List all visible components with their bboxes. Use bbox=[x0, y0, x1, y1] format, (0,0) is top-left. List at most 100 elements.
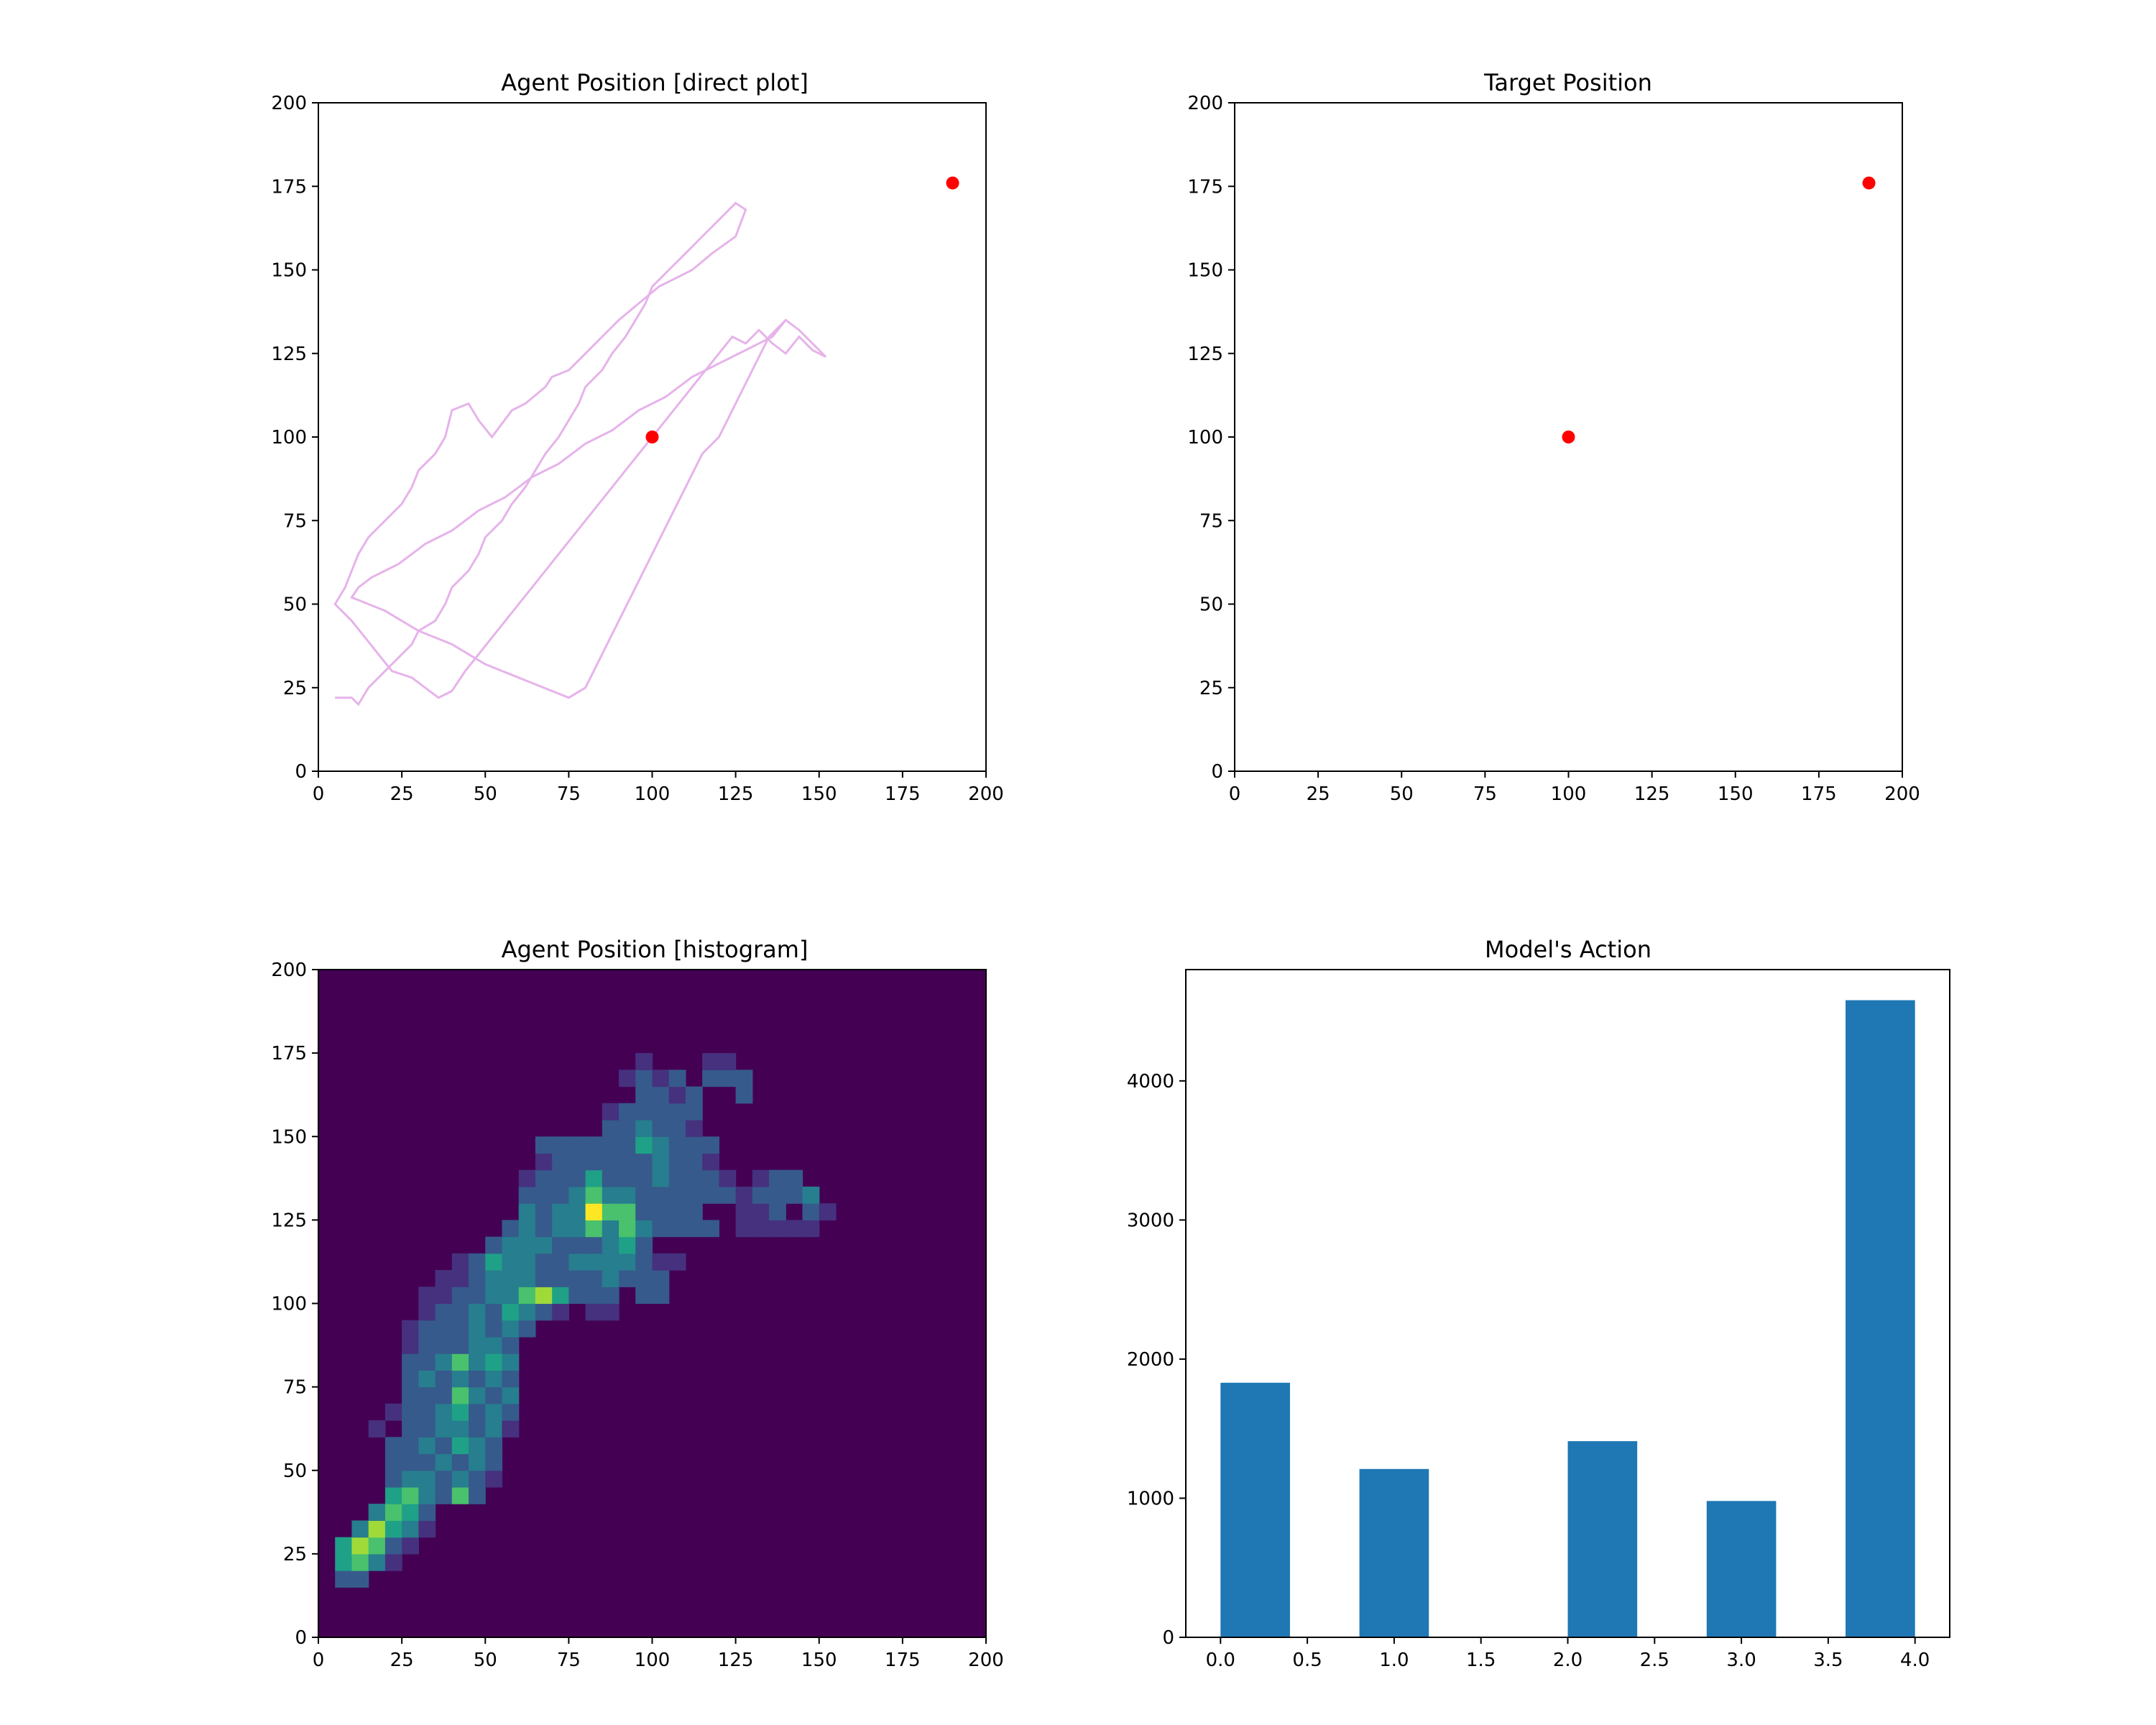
heatmap-cell bbox=[819, 1203, 837, 1220]
x-tick-label: 150 bbox=[801, 783, 837, 805]
heatmap-cell bbox=[635, 1220, 653, 1238]
heatmap-cell bbox=[518, 1287, 536, 1305]
heatmap-cell bbox=[535, 1153, 553, 1171]
heatmap-cell bbox=[435, 1370, 453, 1388]
y-tick-label: 0 bbox=[1162, 1627, 1174, 1649]
heatmap-cell bbox=[418, 1370, 436, 1388]
heatmap-cell bbox=[418, 1486, 436, 1504]
y-tick-label: 1000 bbox=[1127, 1488, 1174, 1509]
heatmap-cell bbox=[451, 1486, 469, 1504]
heatmap-cell bbox=[552, 1203, 569, 1220]
heatmap-cell bbox=[652, 1136, 670, 1154]
y-tick-label: 175 bbox=[271, 1043, 307, 1064]
heatmap-cell bbox=[384, 1486, 402, 1504]
heatmap-cell bbox=[418, 1453, 436, 1471]
x-tick-label: 50 bbox=[474, 783, 497, 805]
heatmap-cell bbox=[585, 1136, 603, 1154]
heatmap-cell bbox=[469, 1270, 486, 1287]
heatmap-cell bbox=[652, 1186, 670, 1204]
heatmap-cell bbox=[368, 1520, 386, 1538]
heatmap-cell bbox=[469, 1453, 486, 1471]
heatmap-cell bbox=[635, 1103, 653, 1121]
x-tick-label: 150 bbox=[1718, 783, 1754, 805]
heatmap-cell bbox=[652, 1070, 670, 1087]
heatmap-cell bbox=[502, 1270, 520, 1287]
y-tick-label: 0 bbox=[295, 761, 307, 783]
heatmap-cell bbox=[485, 1253, 503, 1271]
y-tick-label: 75 bbox=[1199, 510, 1223, 532]
heatmap-cell bbox=[702, 1186, 719, 1204]
y-tick-label: 200 bbox=[271, 960, 307, 981]
heatmap-cell bbox=[518, 1253, 536, 1271]
heatmap-cell bbox=[351, 1520, 369, 1538]
heatmap-cell bbox=[568, 1203, 586, 1220]
heatmap-cell bbox=[418, 1353, 436, 1371]
heatmap-cell bbox=[635, 1169, 653, 1187]
y-tick-label: 175 bbox=[271, 176, 307, 198]
axes: 0 25 50 75 100 125 150 175 200 0 25 50 75 100 125 150 17… bbox=[271, 93, 1003, 805]
heatmap-cell bbox=[635, 1053, 653, 1070]
y-tick-label: 3000 bbox=[1127, 1210, 1174, 1231]
heatmap-cell bbox=[568, 1220, 586, 1238]
heatmap-cell bbox=[685, 1153, 703, 1171]
panel-agent-hist: Agent Position [histogram] 0 25 50 75 100 125… bbox=[271, 936, 1003, 1671]
heatmap-cell bbox=[802, 1203, 820, 1220]
x-tick-label: 150 bbox=[801, 1650, 837, 1671]
heatmap-cell bbox=[602, 1153, 619, 1171]
heatmap-cell bbox=[619, 1070, 636, 1087]
heatmap-cell bbox=[485, 1320, 503, 1338]
heatmap-cell bbox=[752, 1169, 770, 1187]
heatmap-cell bbox=[435, 1437, 453, 1455]
heatmap-cell bbox=[719, 1053, 737, 1070]
heatmap-cell bbox=[384, 1437, 402, 1455]
heatmap-cell bbox=[485, 1353, 503, 1371]
heatmap-cell bbox=[485, 1403, 503, 1421]
heatmap-cell bbox=[552, 1287, 569, 1305]
heatmap-cell bbox=[619, 1253, 636, 1271]
heatmap-cell bbox=[402, 1504, 419, 1522]
heatmap-cell bbox=[485, 1386, 503, 1404]
heatmap-cell bbox=[469, 1287, 486, 1305]
x-tick-label: 0 bbox=[313, 1650, 325, 1671]
heatmap-cell bbox=[535, 1169, 553, 1187]
heatmap-cell bbox=[435, 1453, 453, 1471]
heatmap-cell bbox=[485, 1303, 503, 1321]
heatmap-cell bbox=[451, 1303, 469, 1321]
heatmap-cell bbox=[502, 1253, 520, 1271]
y-tick-label: 0 bbox=[1211, 761, 1223, 783]
y-tick-label: 50 bbox=[283, 594, 307, 616]
heatmap-cell bbox=[552, 1303, 569, 1321]
heatmap-cell bbox=[418, 1336, 436, 1354]
x-tick-label: 175 bbox=[1801, 783, 1837, 805]
heatmap-cell bbox=[619, 1220, 636, 1238]
heatmap-cell bbox=[685, 1103, 703, 1121]
heatmap-cell bbox=[469, 1336, 486, 1354]
heatmap-cell bbox=[469, 1353, 486, 1371]
heatmap-cell bbox=[435, 1420, 453, 1438]
heatmap-cell bbox=[469, 1370, 486, 1388]
heatmap-cell bbox=[652, 1253, 670, 1271]
heatmap-cell bbox=[518, 1270, 536, 1287]
heatmap-cell bbox=[685, 1203, 703, 1220]
heatmap-cell bbox=[451, 1453, 469, 1471]
heatmap-cell bbox=[435, 1270, 453, 1287]
heatmap-cell bbox=[735, 1070, 753, 1087]
heatmap-cell bbox=[502, 1287, 520, 1305]
heatmap-cell bbox=[502, 1236, 520, 1254]
x-tick-label: 25 bbox=[390, 1650, 414, 1671]
heatmap-cell bbox=[368, 1553, 386, 1571]
heatmap-cell bbox=[535, 1270, 553, 1287]
heatmap-cell bbox=[368, 1537, 386, 1555]
heatmap-cell bbox=[685, 1120, 703, 1137]
heatmap-cell bbox=[402, 1537, 419, 1555]
heatmap-cell bbox=[502, 1420, 520, 1438]
chart-title: Agent Position [direct plot] bbox=[501, 69, 808, 96]
heatmap-cell bbox=[435, 1403, 453, 1421]
trajectory-line bbox=[333, 201, 827, 707]
heatmap-cell bbox=[652, 1270, 670, 1287]
heatmap-cell bbox=[568, 1169, 586, 1187]
y-tick-label: 175 bbox=[1187, 176, 1223, 198]
y-tick-label: 125 bbox=[271, 344, 307, 365]
heatmap-cell bbox=[635, 1270, 653, 1287]
heatmap-cell bbox=[451, 1336, 469, 1354]
